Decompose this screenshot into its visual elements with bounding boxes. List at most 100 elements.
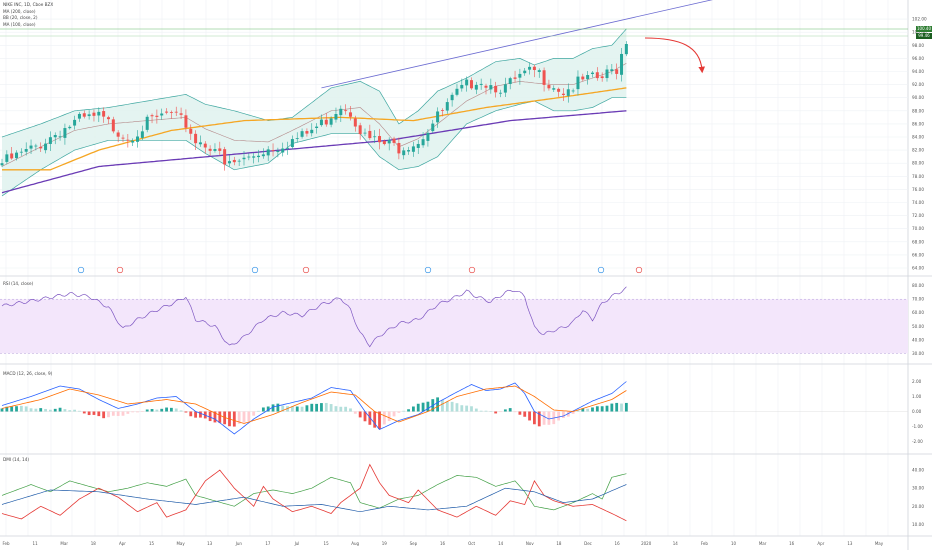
macd-histogram-bar <box>266 406 270 412</box>
signal-line <box>1 385 627 424</box>
macd-histogram-bar <box>10 406 14 412</box>
candle-body <box>218 148 222 151</box>
macd-histogram-bar <box>460 405 464 412</box>
macd-histogram-bar <box>116 411 120 416</box>
price-tick-label: 76.00 <box>912 187 924 192</box>
dmi-tick-label: 30.00 <box>912 486 924 491</box>
macd-histogram-bar <box>184 411 188 413</box>
macd-histogram-bar <box>344 406 348 412</box>
macd-histogram-bar <box>557 411 560 421</box>
candle-body <box>44 143 48 151</box>
candle-body <box>73 119 77 126</box>
candle-body <box>532 66 536 71</box>
macd-histogram-bar <box>576 410 580 412</box>
macd-histogram-bar <box>397 411 401 413</box>
price-tick-label: 92.00 <box>912 82 924 87</box>
bollinger-lower-line <box>1 97 627 197</box>
dmi-pane-label: DMI (14, 14) <box>3 457 29 462</box>
macd-histogram-bar <box>242 411 246 423</box>
x-axis-tick-label: Feb <box>701 541 709 546</box>
macd-histogram-bar <box>445 401 449 412</box>
macd-histogram-bar <box>402 410 406 412</box>
candle-body <box>15 152 19 159</box>
macd-tick-label: 2.00 <box>912 379 922 384</box>
macd-histogram-bar <box>450 401 454 412</box>
dmi-tick-label: 10.00 <box>912 522 924 527</box>
candle-body <box>402 150 406 156</box>
macd-histogram-bar <box>324 402 328 412</box>
adx-line <box>1 484 627 513</box>
macd-histogram-bar <box>281 405 285 412</box>
legend-ma200: MA (200, close) <box>3 8 36 14</box>
x-axis-tick-label: 18 <box>91 541 97 546</box>
price-tick-label: 64.00 <box>912 266 924 271</box>
candle-body <box>339 108 343 116</box>
candle-body <box>242 157 246 160</box>
candle-body <box>121 137 125 139</box>
macd-histogram-bar <box>392 411 396 417</box>
candle-body <box>227 161 231 164</box>
bollinger-band-fill <box>2 28 627 196</box>
candle-body <box>373 136 377 138</box>
x-axis-tick-label: 13 <box>207 541 213 546</box>
candle-body <box>174 111 178 113</box>
event-marker <box>116 266 124 274</box>
candle-body <box>266 149 270 156</box>
x-axis-tick-label: 14 <box>673 541 679 546</box>
candle-body <box>590 72 594 74</box>
macd-histogram-bar <box>537 411 541 427</box>
macd-histogram-bar <box>160 408 164 412</box>
macd-histogram-bar <box>595 406 599 412</box>
macd-histogram-bar <box>213 411 217 423</box>
price-tick-label: 72.00 <box>912 213 924 218</box>
macd-histogram-bar <box>305 405 309 412</box>
x-axis-tick-label: Oct <box>468 541 475 546</box>
macd-histogram-bar <box>334 406 338 412</box>
x-axis-tick-label: 15 <box>324 541 330 546</box>
macd-tick-label: 1.00 <box>912 394 922 399</box>
macd-histogram-bar <box>465 405 469 412</box>
macd-histogram-bar <box>581 408 585 412</box>
candle-body <box>92 112 96 116</box>
candle-body <box>421 139 425 146</box>
macd-histogram-bar <box>441 400 444 412</box>
macd-histogram-bar <box>470 406 473 412</box>
candle-body <box>624 44 628 55</box>
x-axis-tick-label: 13 <box>847 541 853 546</box>
macd-histogram-bar <box>174 408 178 412</box>
rsi-tick-label: 70.00 <box>912 297 924 302</box>
candle-body <box>232 159 236 163</box>
candle-body <box>111 119 115 132</box>
rsi-tick-label: 80.00 <box>912 283 924 288</box>
macd-histogram-bar <box>315 403 318 412</box>
macd-histogram-bar <box>261 407 265 412</box>
macd-histogram-bar <box>39 408 43 412</box>
candle-body <box>82 113 86 117</box>
candle-body <box>523 70 527 74</box>
candle-body <box>315 126 319 128</box>
candle-body <box>131 140 135 143</box>
bollinger-basis-line <box>1 63 627 167</box>
candle-body <box>19 151 23 153</box>
candle-body <box>586 75 590 80</box>
last-price-tag: 100.40 <box>916 26 932 32</box>
macd-histogram-bar <box>58 407 62 412</box>
candle-body <box>440 110 444 111</box>
macd-pane-label: MACD (12, 26, close, 9) <box>3 371 53 376</box>
rsi-tick-label: 40.00 <box>912 337 924 342</box>
candle-body <box>247 156 251 158</box>
candle-body <box>97 111 101 116</box>
macd-histogram-bar <box>358 411 362 418</box>
candle-body <box>34 145 38 147</box>
candle-body <box>223 149 227 165</box>
macd-histogram-bar <box>349 408 352 412</box>
candle-body <box>48 137 52 144</box>
candle-body <box>411 146 415 152</box>
dmi-minus-line <box>1 463 627 522</box>
price-tick-label: 84.00 <box>912 135 924 140</box>
candle-body <box>145 116 149 130</box>
macd-histogram-bar <box>455 403 459 412</box>
macd-histogram-bar <box>329 404 333 412</box>
